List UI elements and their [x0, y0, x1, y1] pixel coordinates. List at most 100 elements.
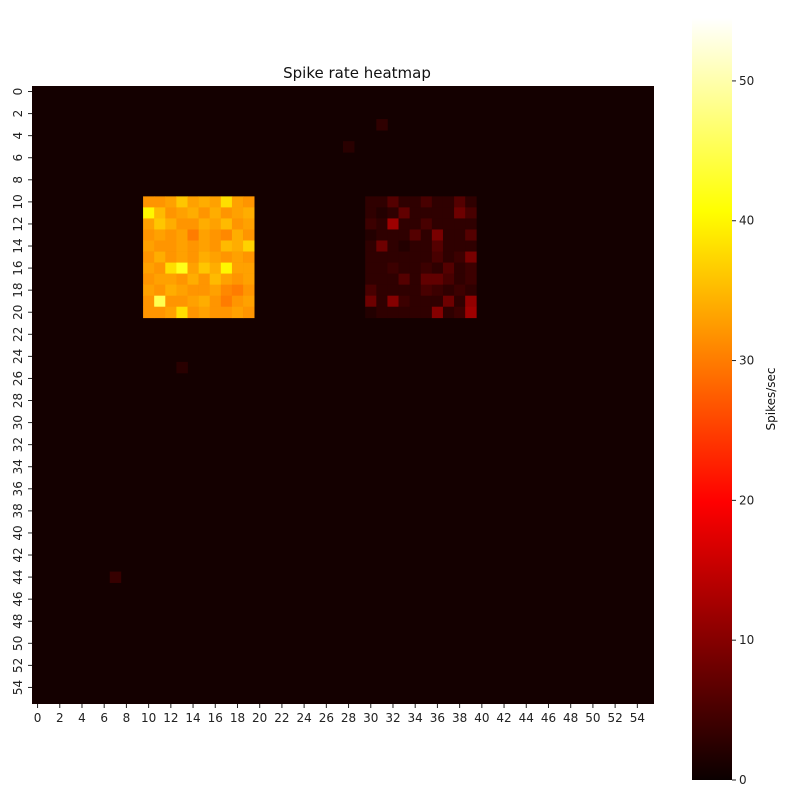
y-tick-label: 8: [11, 176, 25, 184]
y-axis: 0246810121416182022242628303234363840424…: [11, 88, 32, 695]
heatmap-cell: [465, 196, 477, 208]
heatmap-cell: [198, 295, 211, 308]
heatmap-cell: [376, 218, 388, 230]
heatmap-cell: [243, 207, 255, 219]
heatmap-cell: [143, 207, 155, 219]
heatmap-cell: [409, 284, 422, 297]
heatmap-cell: [198, 207, 211, 219]
heatmap-cell: [398, 251, 410, 263]
heatmap-cell: [243, 306, 255, 319]
heatmap-cell: [231, 284, 244, 297]
heatmap-cell: [387, 306, 399, 319]
x-tick-label: 8: [123, 711, 131, 725]
heatmap-cell: [431, 240, 444, 252]
heatmap-cell: [187, 196, 199, 208]
x-tick-label: 48: [563, 711, 578, 725]
heatmap-cell: [442, 284, 455, 297]
colorbar-tick-label: 10: [739, 633, 754, 647]
heatmap-cell: [176, 262, 188, 274]
heatmap-cell: [398, 262, 410, 274]
heatmap-cell: [376, 273, 388, 285]
heatmap-cell: [420, 240, 433, 252]
heatmap-cell: [209, 196, 222, 208]
heatmap-cell: [165, 273, 177, 285]
heatmap-cell: [220, 262, 233, 274]
heatmap-cell: [431, 251, 444, 263]
x-tick-label: 38: [452, 711, 467, 725]
heatmap-cell: [442, 229, 455, 241]
y-tick-label: 36: [11, 481, 25, 496]
heatmap-cell: [343, 141, 355, 153]
heatmap-cell: [365, 251, 377, 263]
y-tick-label: 16: [11, 260, 25, 275]
heatmap-cell: [409, 251, 422, 263]
heatmap-cell: [143, 273, 155, 285]
heatmap-cell: [143, 262, 155, 274]
heatmap-cell: [154, 196, 166, 208]
heatmap-cell: [143, 196, 155, 208]
heatmap-cell: [387, 240, 399, 252]
heatmap-cell: [176, 361, 188, 374]
x-tick-label: 28: [341, 711, 356, 725]
heatmap-cell: [442, 207, 455, 219]
x-tick-label: 54: [630, 711, 645, 725]
heatmap-cell: [442, 273, 455, 285]
y-tick-label: 26: [11, 371, 25, 386]
heatmap-cell: [231, 262, 244, 274]
colorbar-tick-label: 20: [739, 493, 754, 507]
heatmap-cell: [243, 229, 255, 241]
x-tick-label: 0: [34, 711, 42, 725]
heatmap-cell: [465, 207, 477, 219]
heatmap-cell: [398, 207, 410, 219]
heatmap-cell: [431, 207, 444, 219]
heatmap-cell: [231, 273, 244, 285]
y-tick-label: 12: [11, 216, 25, 231]
heatmap-cell: [387, 207, 399, 219]
heatmap-cell: [409, 196, 422, 208]
heatmap-cell: [176, 196, 188, 208]
heatmap-cell: [109, 571, 122, 583]
heatmap-cell: [187, 273, 199, 285]
heatmap-cell: [365, 295, 377, 308]
heatmap-cell: [387, 251, 399, 263]
heatmap-cell: [243, 295, 255, 308]
y-tick-label: 2: [11, 110, 25, 118]
heatmap-cell: [442, 306, 455, 319]
heatmap-cell: [187, 251, 199, 263]
heatmap-cell: [420, 196, 433, 208]
heatmap-cell: [231, 295, 244, 308]
heatmap-cell: [431, 218, 444, 230]
heatmap-cell: [187, 229, 199, 241]
heatmap-grid: [32, 86, 654, 704]
x-axis: 0 2 4 6 8 10 12 14 16 18 20 22 24 26 28 30 32 34 36 38 40 42 4…: [34, 704, 645, 725]
colorbar-tick-label: 50: [739, 74, 754, 88]
heatmap-cell: [420, 295, 433, 308]
heatmap-cell: [154, 262, 166, 274]
x-tick-label: 30: [363, 711, 378, 725]
heatmap-cell: [431, 295, 444, 308]
heatmap-cell: [220, 196, 233, 208]
heatmap-cell: [176, 251, 188, 263]
colorbar-tick-label: 0: [739, 773, 747, 787]
colorbar-label: Spikes/sec: [764, 368, 778, 431]
heatmap-cell: [398, 240, 410, 252]
heatmap-cell: [209, 218, 222, 230]
heatmap-cell: [398, 295, 410, 308]
heatmap-cell: [387, 273, 399, 285]
heatmap-cell: [454, 295, 466, 308]
heatmap-cell: [165, 251, 177, 263]
heatmap-cell: [154, 273, 166, 285]
heatmap-cell: [143, 251, 155, 263]
colorbar-tick-label: 40: [739, 214, 754, 228]
heatmap-cell: [209, 207, 222, 219]
x-tick-label: 6: [100, 711, 108, 725]
heatmap-cell: [209, 306, 222, 319]
heatmap-cell: [398, 284, 410, 297]
heatmap-cell: [165, 295, 177, 308]
x-tick-label: 12: [163, 711, 178, 725]
heatmap-cell: [420, 284, 433, 297]
heatmap-cell: [465, 251, 477, 263]
heatmap-cell: [465, 273, 477, 285]
heatmap-cell: [198, 240, 211, 252]
